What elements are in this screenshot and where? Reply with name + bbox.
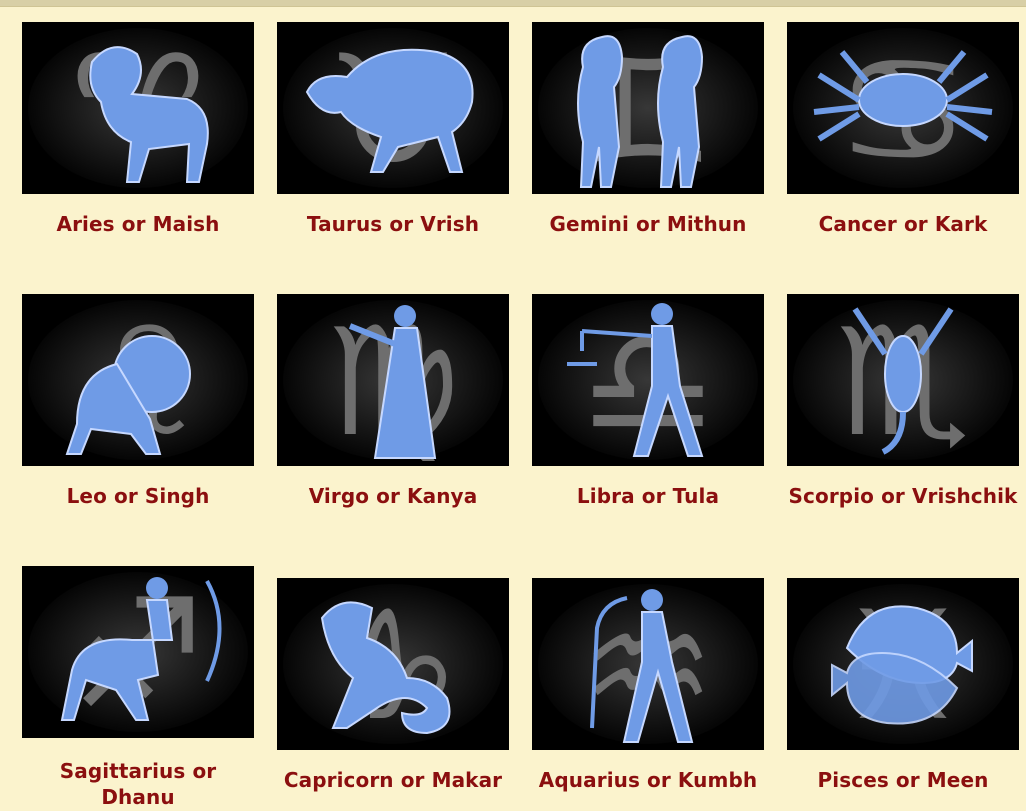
scorpio-image[interactable]: ♏	[787, 294, 1019, 466]
zodiac-card-aries[interactable]: ♈ Aries or Maish	[11, 22, 265, 237]
scales-icon: ♎	[538, 296, 758, 466]
scorpio-label: Scorpio or Vrishchik	[788, 484, 1018, 508]
gemini-label: Gemini or Mithun	[549, 212, 747, 236]
capricorn-label: Capricorn or Makar	[283, 768, 503, 792]
zodiac-card-pisces[interactable]: ♓ Pisces or Meen	[776, 578, 1026, 793]
gemini-image[interactable]: ♊	[532, 22, 764, 194]
lion-icon: ♌	[28, 296, 248, 466]
libra-image[interactable]: ♎	[532, 294, 764, 466]
aquarius-image[interactable]: ♒	[532, 578, 764, 750]
sagittarius-image[interactable]: ♐	[22, 566, 254, 738]
zodiac-card-aquarius[interactable]: ♒ Aquarius or Kumbh	[521, 578, 775, 793]
zodiac-card-sagittarius[interactable]: ♐ Sagittarius or Dhanu	[11, 566, 265, 810]
aries-label: Aries or Maish	[56, 212, 220, 236]
twins-icon: ♊	[538, 24, 758, 194]
zodiac-card-gemini[interactable]: ♊ Gemini or Mithun	[521, 22, 775, 237]
capricorn-image[interactable]: ♑	[277, 578, 509, 750]
maiden-icon: ♍	[283, 296, 503, 466]
sagittarius-label: Sagittarius or Dhanu	[59, 759, 217, 809]
ram-icon: ♈	[28, 24, 248, 194]
pisces-image[interactable]: ♓	[787, 578, 1019, 750]
taurus-image[interactable]: ♉	[277, 22, 509, 194]
bull-icon: ♉	[283, 24, 503, 194]
libra-label: Libra or Tula	[576, 484, 720, 508]
zodiac-card-cancer[interactable]: ♋ Cancer or Kark	[776, 22, 1026, 237]
virgo-label: Virgo or Kanya	[308, 484, 478, 508]
virgo-image[interactable]: ♍	[277, 294, 509, 466]
aquarius-label: Aquarius or Kumbh	[538, 768, 758, 792]
zodiac-card-libra[interactable]: ♎ Libra or Tula	[521, 294, 775, 509]
zodiac-card-leo[interactable]: ♌ Leo or Singh	[11, 294, 265, 509]
water-bearer-icon: ♒	[538, 580, 758, 750]
cancer-label: Cancer or Kark	[818, 212, 988, 236]
zodiac-card-virgo[interactable]: ♍ Virgo or Kanya	[266, 294, 520, 509]
archer-icon: ♐	[28, 568, 248, 738]
taurus-label: Taurus or Vrish	[306, 212, 480, 236]
cancer-image[interactable]: ♋	[787, 22, 1019, 194]
leo-image[interactable]: ♌	[22, 294, 254, 466]
crab-icon: ♋	[793, 24, 1013, 194]
fish-icon: ♓	[793, 580, 1013, 750]
leo-label: Leo or Singh	[66, 484, 210, 508]
zodiac-card-scorpio[interactable]: ♏ Scorpio or Vrishchik	[776, 294, 1026, 509]
scorpion-icon: ♏	[793, 296, 1013, 466]
zodiac-card-taurus[interactable]: ♉ Taurus or Vrish	[266, 22, 520, 237]
top-border	[0, 0, 1026, 7]
pisces-label: Pisces or Meen	[817, 768, 989, 792]
aries-image[interactable]: ♈	[22, 22, 254, 194]
goat-icon: ♑	[283, 580, 503, 750]
zodiac-card-capricorn[interactable]: ♑ Capricorn or Makar	[266, 578, 520, 793]
